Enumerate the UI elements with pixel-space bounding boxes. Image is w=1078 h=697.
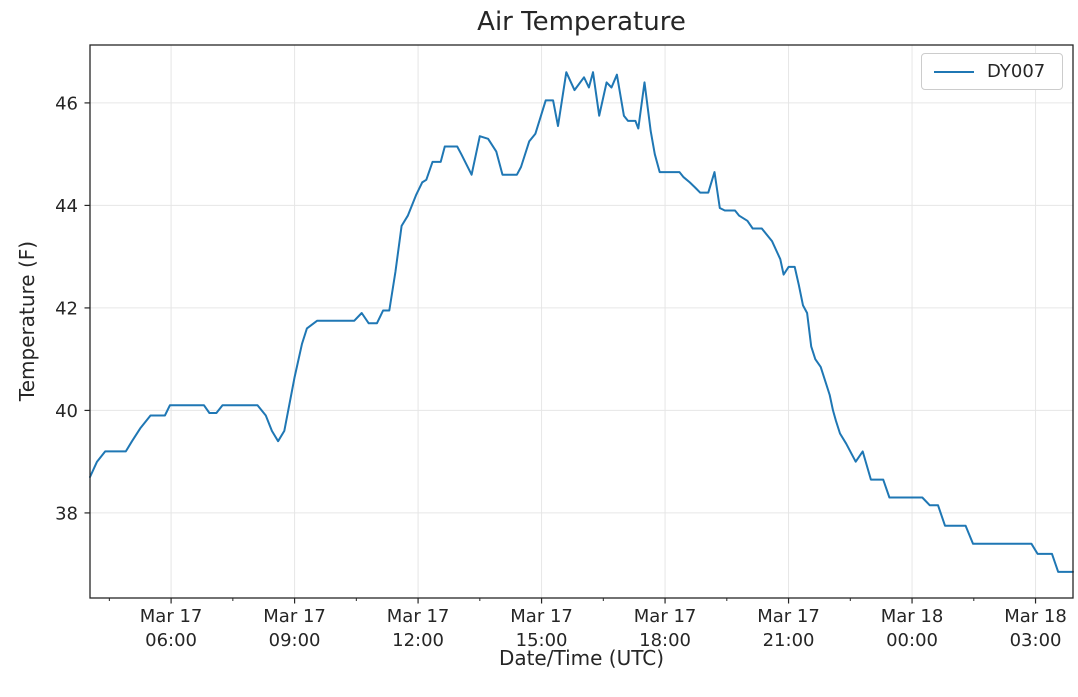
y-tick-label: 44: [55, 196, 78, 217]
x-tick-label: Mar 17 06:00: [140, 606, 203, 651]
x-tick-label: Mar 17 15:00: [510, 606, 573, 651]
x-tick-label: Mar 18 00:00: [881, 606, 944, 651]
x-tick-label: Mar 18 03:00: [1004, 606, 1067, 651]
y-axis-label: Temperature (F): [15, 240, 39, 402]
x-tick-label: Mar 17 09:00: [263, 606, 326, 651]
y-tick-label: 40: [55, 401, 78, 422]
legend-line-icon: [934, 70, 974, 73]
legend: DY007: [921, 53, 1063, 90]
x-tick-label: Mar 17 12:00: [387, 606, 450, 651]
legend-series-label: DY007: [987, 61, 1046, 82]
x-tick-label: Mar 17 21:00: [757, 606, 820, 651]
y-tick-label: 46: [55, 93, 78, 114]
series-line-DY007: [89, 71, 1074, 573]
chart-title: Air Temperature: [477, 7, 686, 37]
x-tick-label: Mar 17 18:00: [634, 606, 697, 651]
y-tick-label: 42: [55, 298, 78, 319]
y-tick-label: 38: [55, 503, 78, 524]
axes-frame: [89, 44, 1074, 599]
x-axis-label: Date/Time (UTC): [498, 646, 665, 670]
